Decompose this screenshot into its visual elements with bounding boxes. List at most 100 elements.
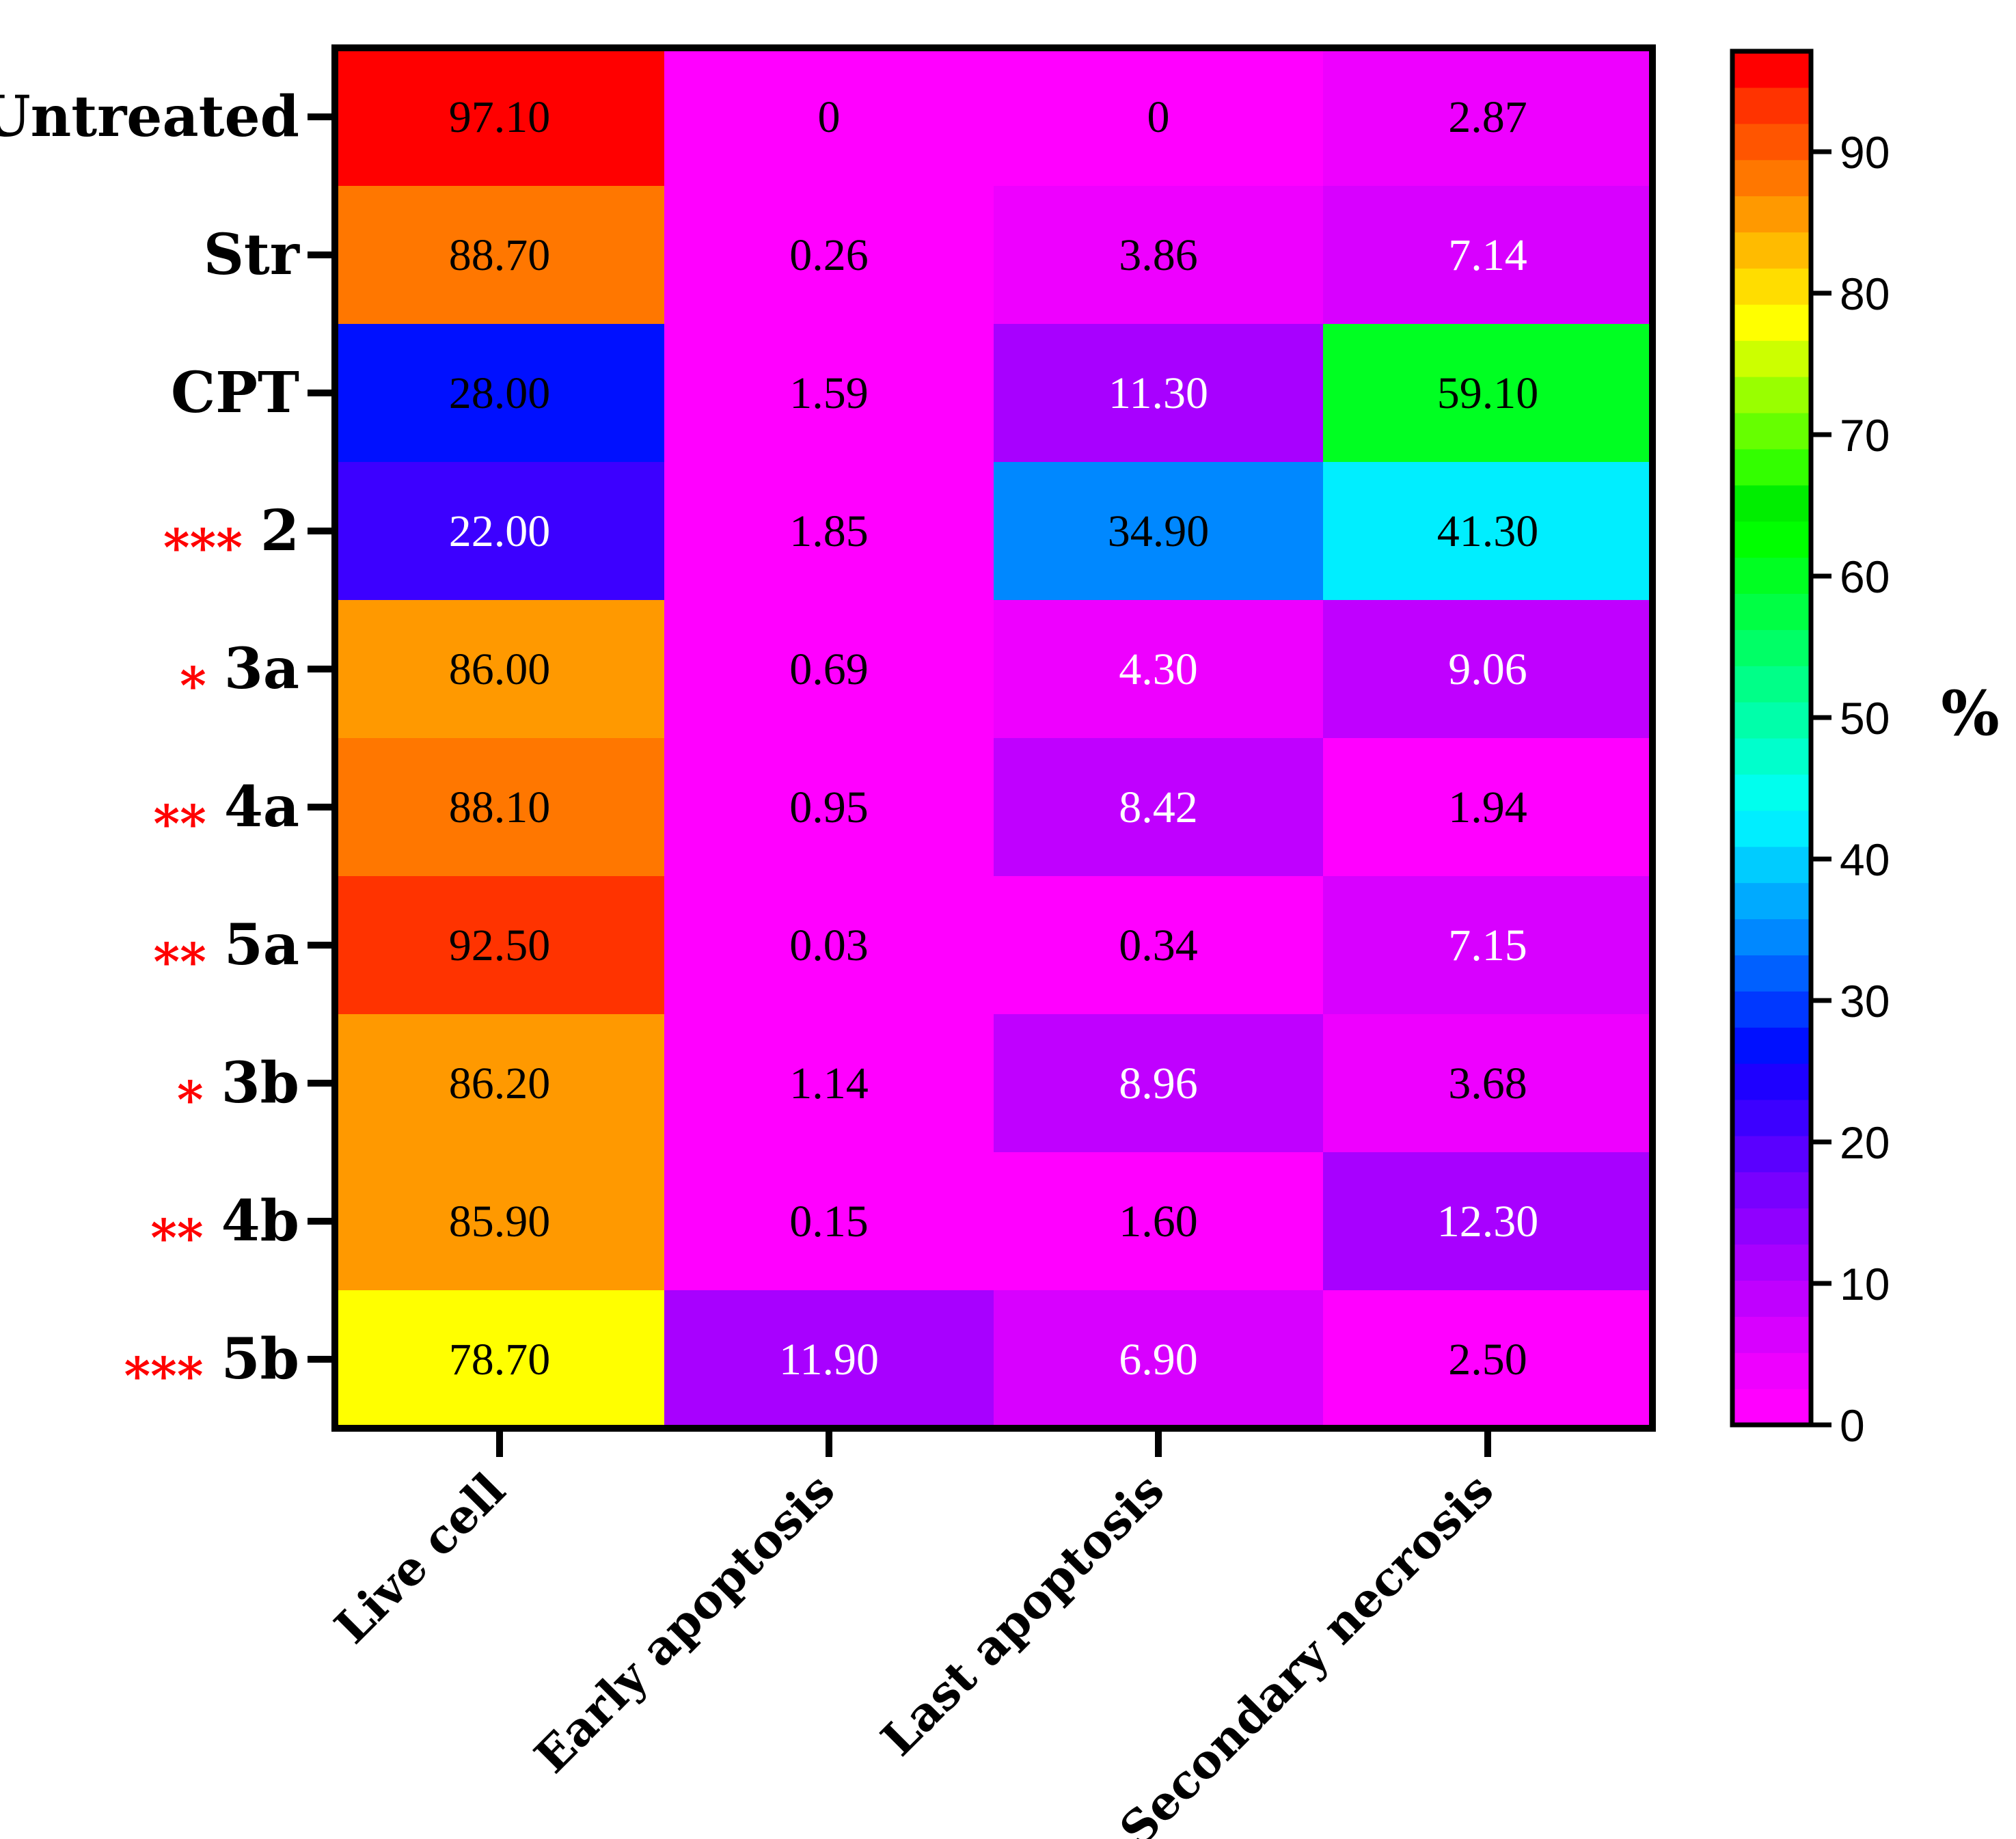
cell-value-label: 92.50 bbox=[449, 921, 551, 970]
heatmap-cell bbox=[1323, 600, 1653, 739]
colorbar-band bbox=[1732, 1280, 1811, 1317]
colorbar-band bbox=[1732, 1316, 1811, 1353]
cell-value-label: 85.90 bbox=[449, 1197, 551, 1247]
cell-value-label: 11.90 bbox=[779, 1335, 879, 1385]
cell-value-label: 9.06 bbox=[1448, 644, 1527, 694]
colorbar-band bbox=[1732, 1063, 1811, 1100]
column-label: Early apoptosis bbox=[524, 1462, 845, 1784]
cell-value-label: 12.30 bbox=[1437, 1197, 1539, 1247]
colorbar-tick-label: 0 bbox=[1840, 1400, 1865, 1451]
heatmap-cell bbox=[1323, 1014, 1653, 1153]
cell-value-label: 86.20 bbox=[449, 1059, 551, 1108]
colorbar-band bbox=[1732, 1244, 1811, 1281]
cell-value-label: 0.15 bbox=[789, 1197, 869, 1247]
colorbar-band bbox=[1732, 123, 1811, 161]
heatmap-cell bbox=[994, 462, 1324, 601]
cell-value-label: 59.10 bbox=[1437, 368, 1539, 418]
colorbar-tick-label: 90 bbox=[1840, 127, 1890, 178]
cell-value-label: 8.96 bbox=[1119, 1059, 1198, 1108]
colorbar-band bbox=[1732, 232, 1811, 269]
heatmap-cell bbox=[664, 462, 994, 601]
heatmap-cell bbox=[335, 48, 665, 187]
colorbar-band bbox=[1732, 412, 1811, 450]
colorbar-band bbox=[1732, 810, 1811, 847]
colorbar-band bbox=[1732, 774, 1811, 811]
heatmap-cell-labels: 97.10 0 0 2.87 88.70 0.26 3.86 7.14 28.00 1.59 11.… bbox=[449, 92, 1539, 1385]
row-label: 4a bbox=[224, 774, 299, 840]
heatmap-cell bbox=[335, 876, 665, 1015]
heatmap-cell bbox=[1323, 1152, 1653, 1291]
colorbar-tick-label: 50 bbox=[1840, 693, 1890, 744]
colorbar-band bbox=[1732, 991, 1811, 1028]
colorbar-band bbox=[1732, 918, 1811, 955]
row-label: 2 bbox=[260, 498, 299, 564]
cell-value-label: 28.00 bbox=[449, 368, 551, 418]
heatmap-cell bbox=[994, 1014, 1324, 1153]
column-label: Live cell bbox=[325, 1462, 516, 1654]
heatmap-cell bbox=[1323, 48, 1653, 187]
colorbar-tick-label: 60 bbox=[1840, 551, 1890, 602]
heatmap-cell bbox=[664, 876, 994, 1015]
cell-value-label: 22.00 bbox=[449, 506, 551, 556]
heatmap-cell bbox=[664, 600, 994, 739]
column-axis: Live cell Early apoptosis Last apoptosisSe… bbox=[325, 1432, 1504, 1839]
heatmap-cell bbox=[994, 48, 1324, 187]
row-label: 5a bbox=[224, 912, 299, 978]
significance-marker: ** bbox=[153, 795, 206, 854]
heatmap-cell bbox=[994, 738, 1324, 877]
heatmap-cell bbox=[335, 738, 665, 877]
significance-marker: ** bbox=[150, 1209, 203, 1268]
colorbar-band bbox=[1732, 593, 1811, 630]
colorbar-frame bbox=[1730, 49, 1814, 1428]
cell-value-label: 0.95 bbox=[789, 782, 869, 832]
colorbar-tick-label: 80 bbox=[1840, 269, 1890, 319]
plot-frame bbox=[331, 44, 1656, 1432]
colorbar-band bbox=[1732, 557, 1811, 595]
heatmap-cell bbox=[335, 462, 665, 601]
heatmap-cell bbox=[335, 600, 665, 739]
cell-value-label: 6.90 bbox=[1119, 1335, 1198, 1385]
significance-marker: * bbox=[180, 657, 206, 716]
colorbar-band bbox=[1732, 87, 1811, 124]
heatmap-cell bbox=[335, 1152, 665, 1291]
cell-value-label: 0.26 bbox=[789, 230, 869, 280]
row-label: CPT bbox=[171, 360, 299, 426]
colorbar-band bbox=[1732, 882, 1811, 920]
cell-value-label: 4.30 bbox=[1119, 644, 1198, 694]
colorbar-band bbox=[1732, 1208, 1811, 1245]
colorbar-band bbox=[1732, 51, 1811, 88]
cell-value-label: 1.94 bbox=[1448, 782, 1527, 832]
row-label: Str bbox=[204, 222, 301, 288]
cell-value-label: 0.34 bbox=[1119, 921, 1198, 970]
colorbar-tick-label: 40 bbox=[1840, 834, 1890, 885]
row-label: 3b bbox=[221, 1050, 299, 1116]
heatmap-cell bbox=[664, 324, 994, 463]
colorbar-band bbox=[1732, 448, 1811, 486]
colorbar-band bbox=[1732, 1352, 1811, 1389]
cell-value-label: 1.59 bbox=[789, 368, 869, 418]
colorbar-band bbox=[1732, 1135, 1811, 1173]
cell-value-label: 3.68 bbox=[1448, 1059, 1527, 1108]
heatmap-cell bbox=[664, 186, 994, 325]
cell-value-label: 7.15 bbox=[1448, 921, 1527, 970]
row-label: Untreated bbox=[0, 84, 299, 150]
heatmap-cell bbox=[994, 1152, 1324, 1291]
colorbar-band bbox=[1732, 304, 1811, 341]
row-label: 3a bbox=[224, 636, 299, 702]
heatmap-cell bbox=[1323, 738, 1653, 877]
colorbar-band bbox=[1732, 268, 1811, 305]
colorbar-title: % bbox=[1941, 677, 2000, 750]
cell-value-label: 2.50 bbox=[1448, 1335, 1527, 1385]
heatmap-cells bbox=[335, 48, 1653, 1429]
heatmap-cell bbox=[994, 876, 1324, 1015]
significance-marker: * bbox=[177, 1071, 204, 1130]
cell-value-label: 2.87 bbox=[1448, 92, 1527, 142]
significance-marker: *** bbox=[124, 1347, 203, 1406]
cell-value-label: 0 bbox=[1147, 92, 1170, 142]
colorbar-band bbox=[1732, 702, 1811, 739]
cell-value-label: 0 bbox=[818, 92, 841, 142]
heatmap-cell bbox=[994, 324, 1324, 463]
cell-value-label: 3.86 bbox=[1119, 230, 1198, 280]
colorbar-band bbox=[1732, 1171, 1811, 1209]
